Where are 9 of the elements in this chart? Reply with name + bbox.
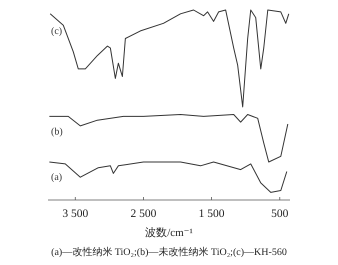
x-tick-label: 1 500 (198, 208, 225, 220)
x-tick-label: 500 (271, 208, 289, 220)
x-tick-label: 3 500 (62, 208, 88, 220)
series-label: (b) (51, 126, 63, 138)
text: (a)—改性纳米 TiO₂;(b)—未改性纳米 TiO₂;(c)—KH-560 (51, 246, 287, 258)
x-axis-title: 波数/cm⁻¹ (145, 226, 193, 239)
series-label: (c) (51, 26, 62, 37)
series-label: (a) (51, 172, 62, 183)
x-tick-label: 2 500 (130, 208, 157, 220)
